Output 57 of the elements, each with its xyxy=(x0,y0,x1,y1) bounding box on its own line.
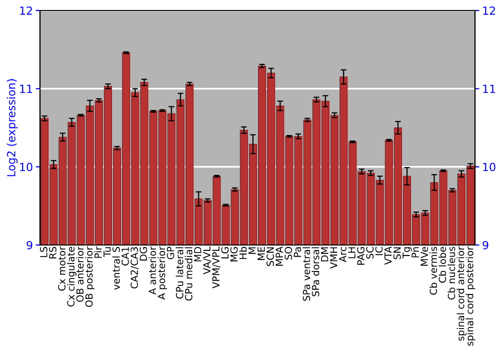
x-tick-label: SCN xyxy=(266,247,274,266)
x-tick-label: DM xyxy=(321,247,328,262)
x-tick-label: SPa dorsal xyxy=(312,247,320,296)
x-tick-label: M xyxy=(248,247,256,254)
x-tick-label: SO xyxy=(284,246,292,260)
x-tick-label: Cb vermis xyxy=(430,246,438,295)
x-tick-label: OB posterior xyxy=(85,246,95,307)
x-tick-label: A posterior xyxy=(158,246,168,300)
x-tick-label: spinal cord posterior xyxy=(466,246,476,346)
x-tick-label: GP xyxy=(166,246,174,260)
y2-tick-label: 11 xyxy=(483,84,496,93)
x-tick-label: OB anterior xyxy=(76,246,84,302)
x-tick-label: Cb nucleus xyxy=(448,246,456,300)
x-tick-label: MPA xyxy=(276,246,283,266)
x-tick-label: IC xyxy=(375,246,383,256)
x-tick-label: SN xyxy=(393,247,401,260)
x-tick-label: Cx motor xyxy=(58,246,66,291)
x-tick-label: Tg xyxy=(402,247,412,259)
x-tick-label: Cb lobe xyxy=(438,246,446,283)
x-tick-label: CPu lateral xyxy=(176,247,184,299)
x-tick-label: Hb xyxy=(239,246,247,259)
x-tick-label: ME xyxy=(258,247,265,260)
x-tick-label: LS xyxy=(40,246,48,258)
x-tick-label: Pa xyxy=(294,247,302,257)
x-tick-label: SPa ventral xyxy=(302,247,310,301)
y2-tick-label: 9 xyxy=(482,240,488,250)
x-tick-label: VPM/VPL xyxy=(212,246,220,288)
x-tick-label: A anterior xyxy=(148,246,156,295)
x-tick-label: VA/VL xyxy=(203,246,212,274)
y2-tick-label: 10 xyxy=(483,162,496,172)
x-tick-label: RS xyxy=(49,246,56,258)
x-tick-label: DG xyxy=(140,247,148,260)
x-tick-label: Pir xyxy=(94,246,102,258)
x-tick-label: Pn xyxy=(412,247,419,258)
x-tick-label: LG xyxy=(221,247,229,258)
x-tick-label: Arc xyxy=(339,246,346,262)
x-tick-label: VTA xyxy=(384,246,392,265)
x-tick-label: LH xyxy=(348,247,356,258)
y-tick-label: 11 xyxy=(20,84,32,93)
x-tick-label: SC xyxy=(366,246,374,259)
x-tick-label: MD xyxy=(194,246,202,262)
x-tick-label: CPu medial xyxy=(184,247,192,301)
y-tick-label: 10 xyxy=(20,162,32,172)
y2-tick-label: 12 xyxy=(483,6,495,15)
x-tick-label: CA2/CA3 xyxy=(130,247,139,288)
x-tick-label: PAG xyxy=(357,247,365,265)
y-tick-label: 9 xyxy=(26,240,32,250)
x-tick-label: ventral S xyxy=(112,246,120,290)
y-tick-label: 12 xyxy=(20,6,32,15)
x-tick-label: MG xyxy=(230,247,238,262)
x-tick-label: MVe xyxy=(420,246,428,266)
y-axis-title: Log2 (expression) xyxy=(6,79,18,176)
x-tick-label: CA1 xyxy=(122,247,129,266)
x-tick-label: spinal cord anterior xyxy=(456,246,466,341)
x-tick-label: Cx cingulate xyxy=(67,246,76,306)
x-tick-label: Tu xyxy=(104,247,111,258)
x-tick-label: VMH xyxy=(330,247,338,269)
